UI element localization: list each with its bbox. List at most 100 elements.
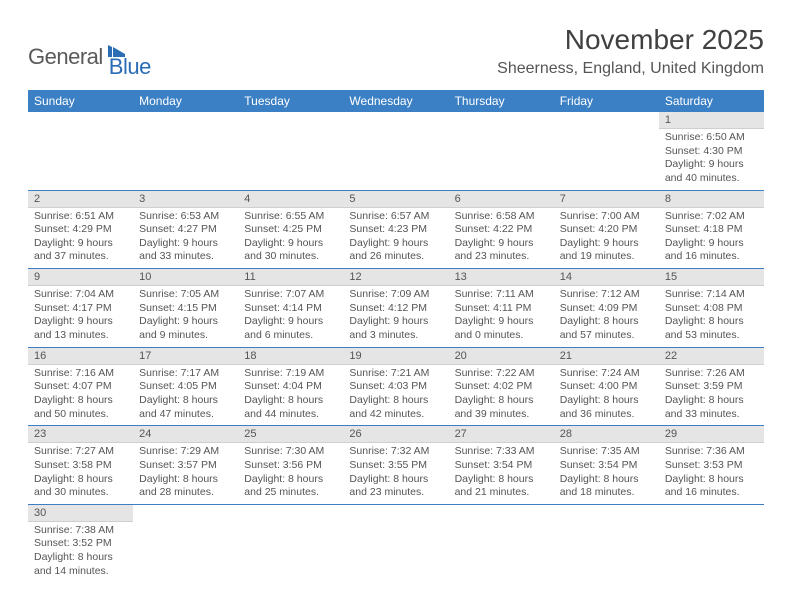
- calendar-cell: [554, 112, 659, 190]
- day-info: Sunrise: 6:55 AMSunset: 4:25 PMDaylight:…: [238, 208, 343, 269]
- calendar-cell: 20Sunrise: 7:22 AMSunset: 4:02 PMDayligh…: [449, 347, 554, 426]
- day-info: Sunrise: 7:22 AMSunset: 4:02 PMDaylight:…: [449, 365, 554, 426]
- day-number: 11: [238, 269, 343, 286]
- calendar-cell: 3Sunrise: 6:53 AMSunset: 4:27 PMDaylight…: [133, 190, 238, 269]
- header: General Blue November 2025 Sheerness, En…: [28, 24, 764, 80]
- day-info: Sunrise: 7:38 AMSunset: 3:52 PMDaylight:…: [28, 522, 133, 583]
- calendar-cell: 18Sunrise: 7:19 AMSunset: 4:04 PMDayligh…: [238, 347, 343, 426]
- day-info: Sunrise: 7:33 AMSunset: 3:54 PMDaylight:…: [449, 443, 554, 504]
- day-info: Sunrise: 7:26 AMSunset: 3:59 PMDaylight:…: [659, 365, 764, 426]
- day-number: 12: [343, 269, 448, 286]
- day-info: Sunrise: 7:19 AMSunset: 4:04 PMDaylight:…: [238, 365, 343, 426]
- calendar-cell: 11Sunrise: 7:07 AMSunset: 4:14 PMDayligh…: [238, 269, 343, 348]
- day-info: Sunrise: 7:32 AMSunset: 3:55 PMDaylight:…: [343, 443, 448, 504]
- calendar-row: 9Sunrise: 7:04 AMSunset: 4:17 PMDaylight…: [28, 269, 764, 348]
- day-number: 17: [133, 348, 238, 365]
- day-info: Sunrise: 7:30 AMSunset: 3:56 PMDaylight:…: [238, 443, 343, 504]
- calendar-row: 1Sunrise: 6:50 AMSunset: 4:30 PMDaylight…: [28, 112, 764, 190]
- weekday-header: Friday: [554, 90, 659, 112]
- day-number: 3: [133, 191, 238, 208]
- calendar-cell: 29Sunrise: 7:36 AMSunset: 3:53 PMDayligh…: [659, 426, 764, 505]
- calendar-cell: 12Sunrise: 7:09 AMSunset: 4:12 PMDayligh…: [343, 269, 448, 348]
- month-title: November 2025: [497, 24, 764, 56]
- calendar-cell: 6Sunrise: 6:58 AMSunset: 4:22 PMDaylight…: [449, 190, 554, 269]
- calendar-cell: [659, 504, 764, 582]
- day-info: Sunrise: 6:50 AMSunset: 4:30 PMDaylight:…: [659, 129, 764, 190]
- calendar-cell: 13Sunrise: 7:11 AMSunset: 4:11 PMDayligh…: [449, 269, 554, 348]
- day-number: 16: [28, 348, 133, 365]
- day-info: Sunrise: 7:35 AMSunset: 3:54 PMDaylight:…: [554, 443, 659, 504]
- calendar-cell: 25Sunrise: 7:30 AMSunset: 3:56 PMDayligh…: [238, 426, 343, 505]
- weekday-header: Monday: [133, 90, 238, 112]
- calendar-cell: 4Sunrise: 6:55 AMSunset: 4:25 PMDaylight…: [238, 190, 343, 269]
- day-number: 21: [554, 348, 659, 365]
- day-number: 7: [554, 191, 659, 208]
- day-info: Sunrise: 7:17 AMSunset: 4:05 PMDaylight:…: [133, 365, 238, 426]
- day-info: Sunrise: 6:53 AMSunset: 4:27 PMDaylight:…: [133, 208, 238, 269]
- logo-text-blue: Blue: [109, 54, 151, 80]
- day-number: 10: [133, 269, 238, 286]
- day-number: 1: [659, 112, 764, 129]
- calendar-cell: 2Sunrise: 6:51 AMSunset: 4:29 PMDaylight…: [28, 190, 133, 269]
- day-number: 25: [238, 426, 343, 443]
- day-info: Sunrise: 7:09 AMSunset: 4:12 PMDaylight:…: [343, 286, 448, 347]
- calendar-cell: 30Sunrise: 7:38 AMSunset: 3:52 PMDayligh…: [28, 504, 133, 582]
- calendar-cell: [343, 112, 448, 190]
- calendar-cell: [133, 504, 238, 582]
- day-number: 29: [659, 426, 764, 443]
- calendar-cell: [133, 112, 238, 190]
- day-number: 2: [28, 191, 133, 208]
- calendar-row: 30Sunrise: 7:38 AMSunset: 3:52 PMDayligh…: [28, 504, 764, 582]
- day-number: 24: [133, 426, 238, 443]
- day-info: Sunrise: 7:12 AMSunset: 4:09 PMDaylight:…: [554, 286, 659, 347]
- calendar-row: 16Sunrise: 7:16 AMSunset: 4:07 PMDayligh…: [28, 347, 764, 426]
- day-number: 9: [28, 269, 133, 286]
- day-number: 20: [449, 348, 554, 365]
- calendar-cell: [238, 504, 343, 582]
- calendar-row: 2Sunrise: 6:51 AMSunset: 4:29 PMDaylight…: [28, 190, 764, 269]
- calendar-cell: 16Sunrise: 7:16 AMSunset: 4:07 PMDayligh…: [28, 347, 133, 426]
- day-info: Sunrise: 7:07 AMSunset: 4:14 PMDaylight:…: [238, 286, 343, 347]
- weekday-header: Thursday: [449, 90, 554, 112]
- title-block: November 2025 Sheerness, England, United…: [497, 24, 764, 78]
- day-info: Sunrise: 7:11 AMSunset: 4:11 PMDaylight:…: [449, 286, 554, 347]
- calendar-cell: [449, 504, 554, 582]
- day-number: 23: [28, 426, 133, 443]
- calendar-cell: 28Sunrise: 7:35 AMSunset: 3:54 PMDayligh…: [554, 426, 659, 505]
- calendar-cell: 24Sunrise: 7:29 AMSunset: 3:57 PMDayligh…: [133, 426, 238, 505]
- day-number: 8: [659, 191, 764, 208]
- day-number: 19: [343, 348, 448, 365]
- calendar-cell: 8Sunrise: 7:02 AMSunset: 4:18 PMDaylight…: [659, 190, 764, 269]
- calendar-cell: [554, 504, 659, 582]
- calendar-cell: [343, 504, 448, 582]
- calendar-cell: 1Sunrise: 6:50 AMSunset: 4:30 PMDaylight…: [659, 112, 764, 190]
- weekday-header: Saturday: [659, 90, 764, 112]
- calendar-cell: 9Sunrise: 7:04 AMSunset: 4:17 PMDaylight…: [28, 269, 133, 348]
- calendar-cell: 21Sunrise: 7:24 AMSunset: 4:00 PMDayligh…: [554, 347, 659, 426]
- day-number: 15: [659, 269, 764, 286]
- location: Sheerness, England, United Kingdom: [497, 60, 764, 78]
- day-info: Sunrise: 6:58 AMSunset: 4:22 PMDaylight:…: [449, 208, 554, 269]
- weekday-header: Sunday: [28, 90, 133, 112]
- day-number: 26: [343, 426, 448, 443]
- calendar-cell: 15Sunrise: 7:14 AMSunset: 4:08 PMDayligh…: [659, 269, 764, 348]
- day-info: Sunrise: 7:04 AMSunset: 4:17 PMDaylight:…: [28, 286, 133, 347]
- calendar-cell: 23Sunrise: 7:27 AMSunset: 3:58 PMDayligh…: [28, 426, 133, 505]
- calendar-cell: 27Sunrise: 7:33 AMSunset: 3:54 PMDayligh…: [449, 426, 554, 505]
- calendar-cell: [238, 112, 343, 190]
- logo-text-general: General: [28, 44, 103, 70]
- day-info: Sunrise: 6:51 AMSunset: 4:29 PMDaylight:…: [28, 208, 133, 269]
- day-number: 30: [28, 505, 133, 522]
- weekday-header-row: Sunday Monday Tuesday Wednesday Thursday…: [28, 90, 764, 112]
- day-info: Sunrise: 7:24 AMSunset: 4:00 PMDaylight:…: [554, 365, 659, 426]
- day-number: 4: [238, 191, 343, 208]
- calendar-cell: 19Sunrise: 7:21 AMSunset: 4:03 PMDayligh…: [343, 347, 448, 426]
- logo: General Blue: [28, 24, 151, 80]
- day-info: Sunrise: 7:27 AMSunset: 3:58 PMDaylight:…: [28, 443, 133, 504]
- day-info: Sunrise: 7:00 AMSunset: 4:20 PMDaylight:…: [554, 208, 659, 269]
- day-info: Sunrise: 6:57 AMSunset: 4:23 PMDaylight:…: [343, 208, 448, 269]
- weekday-header: Wednesday: [343, 90, 448, 112]
- calendar-cell: [449, 112, 554, 190]
- day-number: 28: [554, 426, 659, 443]
- day-number: 18: [238, 348, 343, 365]
